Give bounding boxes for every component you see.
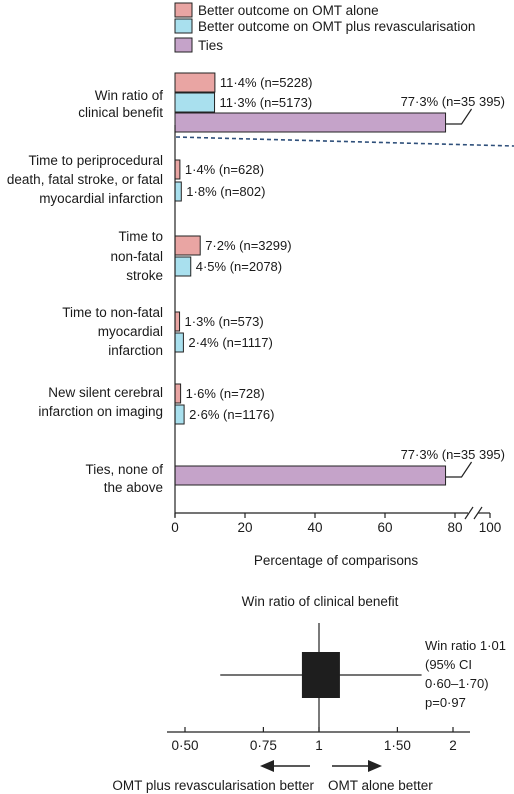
category-labels: Win ratio of clinical benefit Time to peri… — [7, 88, 163, 495]
annotation-line-1: Win ratio 1·01 — [425, 638, 506, 653]
category-label-4-line-1: Time to non-fatal — [62, 305, 163, 320]
x-tick-label-100: 100 — [479, 520, 502, 535]
category-label-5-line-2: infarction on imaging — [38, 404, 163, 419]
legend-label-omt_plus_revasc: Better outcome on OMT plus revascularisa… — [198, 19, 475, 34]
category-label-4-line-3: infarction — [108, 343, 163, 358]
legend-label-omt_alone: Better outcome on OMT alone — [198, 3, 379, 18]
bar-2-omt_plus_revasc — [174, 181, 182, 202]
category-label-2-line-2: death, fatal stroke, or fatal — [7, 172, 163, 187]
annotation-line-4: p=0·97 — [425, 695, 466, 710]
category-label-3-line-3: stroke — [126, 268, 163, 283]
annotation-line-2: (95% CI — [425, 657, 472, 672]
point-estimate-box — [301, 652, 340, 698]
category-label-2-line-3: myocardial infarction — [39, 191, 163, 206]
legend-swatch-omt_alone — [174, 2, 193, 18]
axis-break-mark-2 — [473, 506, 483, 520]
data-label-3-omt_alone: 7·2% (n=3299) — [205, 238, 291, 253]
category-label-6-line-1: Ties, none of — [85, 462, 163, 477]
x-tick-label-60: 60 — [377, 520, 392, 535]
data-label-3-omt_plus_revasc: 4·5% (n=2078) — [196, 259, 282, 274]
forest-tick-label-1: 1 — [315, 738, 323, 753]
leader-line-6 — [445, 461, 473, 478]
x-axis-label: Percentage of comparisons — [254, 553, 419, 568]
x-tick-label-20: 20 — [237, 520, 252, 535]
forest-axis: 0·50 0·75 1 1·50 2 — [167, 727, 470, 753]
forest-title: Win ratio of clinical benefit — [242, 594, 399, 609]
forest-body — [220, 623, 422, 732]
forest-plot: Win ratio of clinical benefit Win ratio … — [112, 594, 506, 793]
bar-5-omt_plus_revasc — [174, 404, 185, 425]
bar-1-ties — [174, 112, 447, 133]
right-arrow-head — [368, 760, 382, 772]
category-label-5-line-1: New silent cerebral — [48, 385, 163, 400]
bar-2-omt_alone — [174, 159, 181, 180]
bar-1-omt_plus_revasc — [174, 92, 216, 113]
win-ratio-annotation: Win ratio 1·01 (95% CI 0·60–1·70) p=0·97 — [425, 638, 506, 710]
leader-line-1 — [445, 108, 473, 125]
bar-3-omt_plus_revasc — [174, 256, 192, 277]
category-label-6-line-2: the above — [104, 480, 163, 495]
data-label-2-omt_alone: 1·4% (n=628) — [185, 162, 264, 177]
data-label-5-omt_alone: 1·6% (n=728) — [186, 386, 265, 401]
bar-3-omt_alone — [174, 235, 201, 256]
legend-swatch-ties — [174, 37, 193, 53]
category-label-4-line-2: myocardial — [98, 324, 163, 339]
data-label-4-omt_plus_revasc: 2·4% (n=1117) — [188, 335, 272, 350]
direction-label-right: OMT alone better — [328, 778, 433, 793]
annotation-line-3: 0·60–1·70) — [425, 676, 489, 691]
x-tick-label-80: 80 — [447, 520, 462, 535]
bar-4-omt_plus_revasc — [174, 332, 184, 353]
direction-indicators: OMT plus revascularisation better OMT alo… — [112, 760, 433, 793]
data-label-4-omt_alone: 1·3% (n=573) — [185, 314, 264, 329]
category-label-3-line-2: non-fatal — [110, 249, 163, 264]
category-label-1-line-1: Win ratio of — [95, 88, 164, 103]
data-label-5-omt_plus_revasc: 2·6% (n=1176) — [189, 407, 274, 422]
data-label-1-ties: 77·3% (n=35 395) — [401, 94, 505, 109]
dashed-separator — [175, 136, 514, 147]
x-axis: 0 20 40 60 80 100 — [171, 125, 501, 535]
category-label-3-line-1: Time to — [118, 229, 163, 244]
category-label-1-line-2: clinical benefit — [78, 105, 163, 120]
forest-tick-label-2: 2 — [449, 738, 457, 753]
legend-label-ties: Ties — [198, 38, 223, 53]
bar-5-omt_alone — [174, 383, 182, 404]
x-tick-label-0: 0 — [171, 520, 179, 535]
bar-1-omt_alone — [174, 72, 216, 93]
direction-label-left: OMT plus revascularisation better — [112, 778, 314, 793]
data-label-6-ties: 77·3% (n=35 395) — [401, 447, 505, 462]
bar-4-omt_alone — [174, 311, 181, 332]
forest-tick-label-0·50: 0·50 — [171, 738, 198, 753]
bar-chart: Win ratio of clinical benefit Time to peri… — [7, 72, 514, 568]
data-label-1-omt_plus_revasc: 11·3% (n=5173) — [220, 95, 313, 110]
data-label-2-omt_plus_revasc: 1·8% (n=802) — [186, 184, 265, 199]
legend-swatch-omt_plus_revasc — [174, 18, 193, 34]
data-label-1-omt_alone: 11·4% (n=5228) — [220, 75, 313, 90]
category-label-2-line-1: Time to periprocedural — [28, 153, 163, 168]
forest-tick-label-0·75: 0·75 — [250, 738, 277, 753]
axis-break-mark-1 — [464, 506, 474, 520]
bars: 11·4% (n=5228) 11·3% (n=5173) 77·3% (n=35 … — [174, 72, 505, 486]
x-tick-label-40: 40 — [307, 520, 322, 535]
forest-tick-label-1·50: 1·50 — [384, 738, 411, 753]
left-arrow-head — [260, 760, 274, 772]
bar-6-ties — [174, 465, 447, 486]
